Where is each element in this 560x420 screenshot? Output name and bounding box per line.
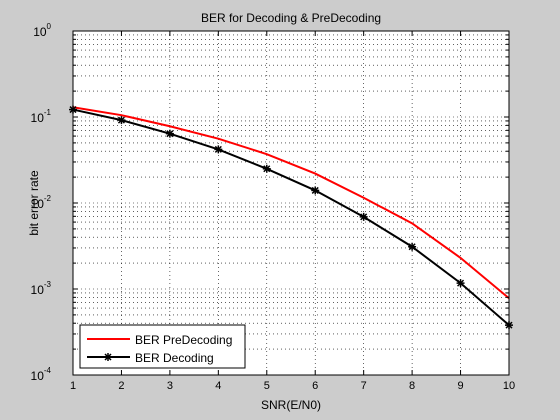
y-tick-label: 10-4	[31, 366, 52, 383]
y-axis-label: bit error rate	[27, 170, 41, 236]
data-marker	[311, 186, 320, 195]
x-tick-label: 2	[118, 380, 124, 392]
legend-label-decoding: BER Decoding	[135, 351, 214, 365]
axis-ticks: 1 2 3 4 5 6 7 8 9 10 100 10-1 10-2 10-3 10-4	[31, 22, 516, 392]
y-tick-label: 10-3	[31, 280, 52, 297]
chart-title: BER for Decoding & PreDecoding	[201, 11, 381, 25]
x-tick-label: 4	[215, 380, 221, 392]
x-tick-label: 8	[409, 380, 415, 392]
x-tick-label: 3	[167, 380, 173, 392]
y-tick-label: 100	[33, 22, 51, 39]
x-tick-label: 5	[264, 380, 270, 392]
x-tick-label: 10	[503, 380, 515, 392]
x-tick-label: 9	[457, 380, 463, 392]
series-line-predecoding	[72, 106, 510, 300]
axes-background	[73, 31, 509, 375]
data-marker	[408, 242, 417, 251]
data-marker	[117, 116, 126, 125]
legend: BER PreDecoding BER Decoding	[79, 324, 246, 369]
legend-marker-decoding	[104, 353, 112, 361]
x-tick-label: 7	[361, 380, 367, 392]
series-line-decoding	[72, 108, 510, 326]
data-marker	[359, 212, 368, 221]
grid-lines	[73, 31, 509, 375]
y-tick-label: 10-1	[31, 108, 52, 125]
legend-box	[79, 324, 246, 369]
data-marker	[456, 279, 465, 288]
x-axis-label: SNR(E/N0)	[261, 398, 321, 412]
legend-label-predecoding: BER PreDecoding	[135, 333, 232, 347]
data-marker	[104, 353, 112, 361]
data-marker	[214, 145, 223, 154]
data-marker	[262, 164, 271, 173]
x-tick-label: 1	[70, 380, 76, 392]
data-marker	[165, 129, 174, 138]
x-tick-label: 6	[312, 380, 318, 392]
y-tick-label: 10-2	[31, 194, 52, 211]
